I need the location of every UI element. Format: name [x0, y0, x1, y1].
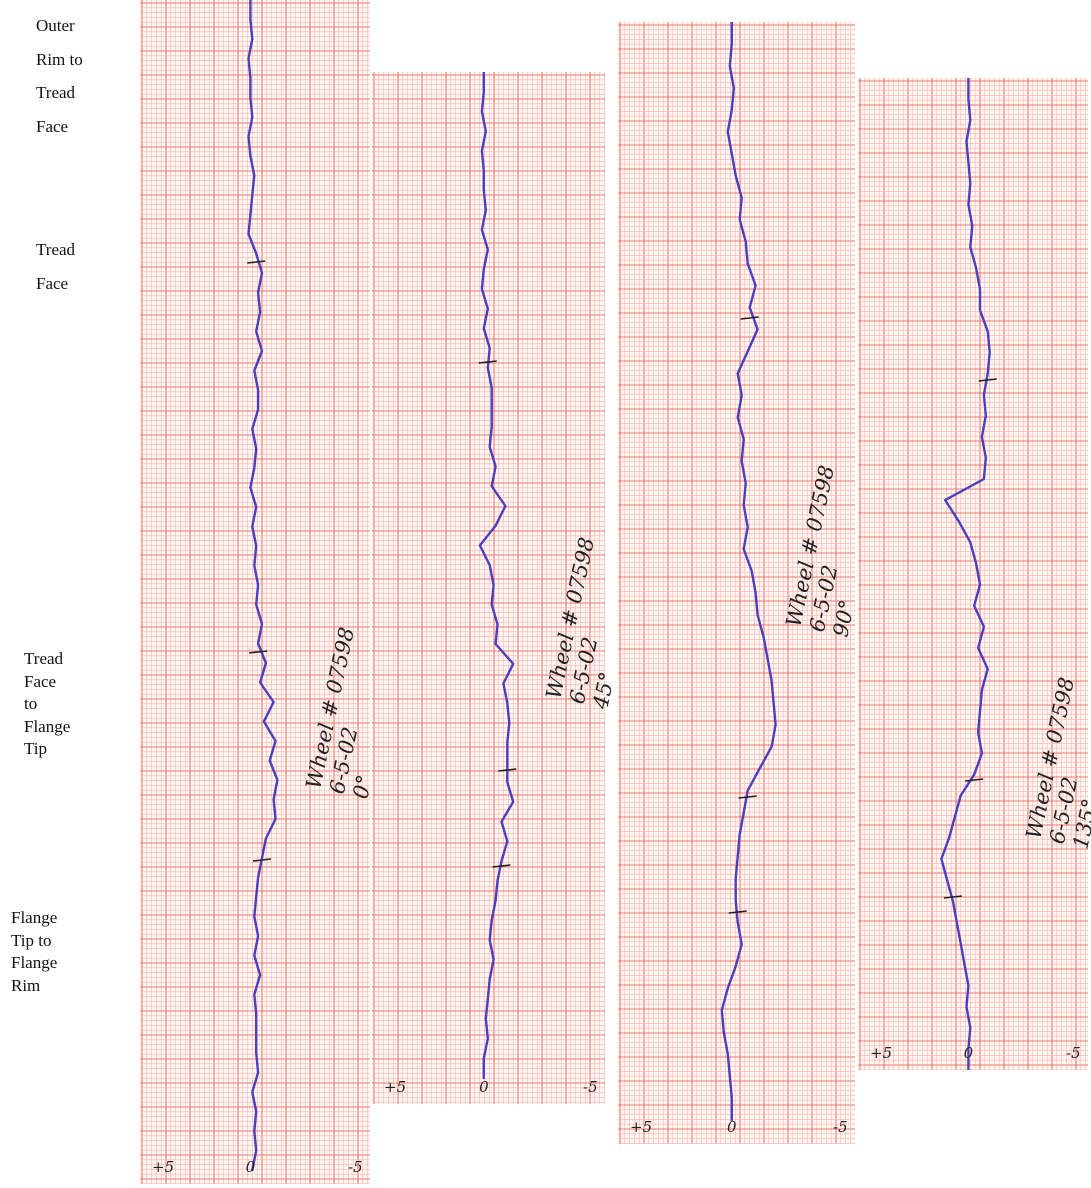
- x-tick-label-minus-5: -5: [1066, 1044, 1081, 1062]
- chart-grid: [372, 72, 605, 1104]
- section-mark: [943, 895, 963, 899]
- region-label-tread-face-to-flange-tip: Tread Face to Flange Tip: [24, 649, 71, 758]
- chart-grid: [858, 78, 1088, 1070]
- region-label-tread-face: Tread Face: [36, 240, 76, 293]
- profile-trace: [478, 72, 515, 1080]
- section-mark: [252, 858, 272, 862]
- x-tick-label-minus-5: -5: [583, 1078, 598, 1096]
- chart-grid: [140, 0, 370, 1184]
- section-mark: [247, 260, 266, 264]
- section-mark: [492, 864, 511, 868]
- region-label-flange-tip-to-flange-rim: Flange Tip to Flange Rim: [11, 908, 58, 995]
- x-tick-label-plus-5: +5: [384, 1078, 406, 1096]
- profile-trace: [247, 0, 279, 1172]
- x-tick-label-minus-5: -5: [833, 1118, 848, 1136]
- x-tick-label-zero: 0: [727, 1118, 737, 1136]
- region-label-outer-rim-to-tread-face: Outer Rim to Tread Face: [36, 16, 83, 136]
- x-tick-label-zero: 0: [964, 1044, 974, 1062]
- x-tick-label-minus-5: -5: [348, 1158, 363, 1176]
- profile-trace: [720, 22, 777, 1122]
- x-tick-label-zero: 0: [479, 1078, 489, 1096]
- section-mark: [728, 910, 747, 914]
- section-mark: [978, 378, 997, 382]
- x-tick-label-plus-5: +5: [870, 1044, 892, 1062]
- section-mark: [478, 360, 497, 364]
- section-mark: [249, 650, 268, 654]
- x-tick-label-plus-5: +5: [152, 1158, 174, 1176]
- x-tick-label-plus-5: +5: [630, 1118, 652, 1136]
- section-mark: [965, 778, 984, 782]
- x-tick-label-zero: 0: [246, 1158, 256, 1176]
- profile-trace: [940, 78, 991, 1070]
- section-mark: [738, 795, 757, 799]
- section-mark: [498, 768, 517, 772]
- chart-paper: [618, 22, 855, 1144]
- section-mark: [740, 316, 759, 320]
- chart-grid: [618, 22, 855, 1144]
- chart-paper: [858, 78, 1088, 1070]
